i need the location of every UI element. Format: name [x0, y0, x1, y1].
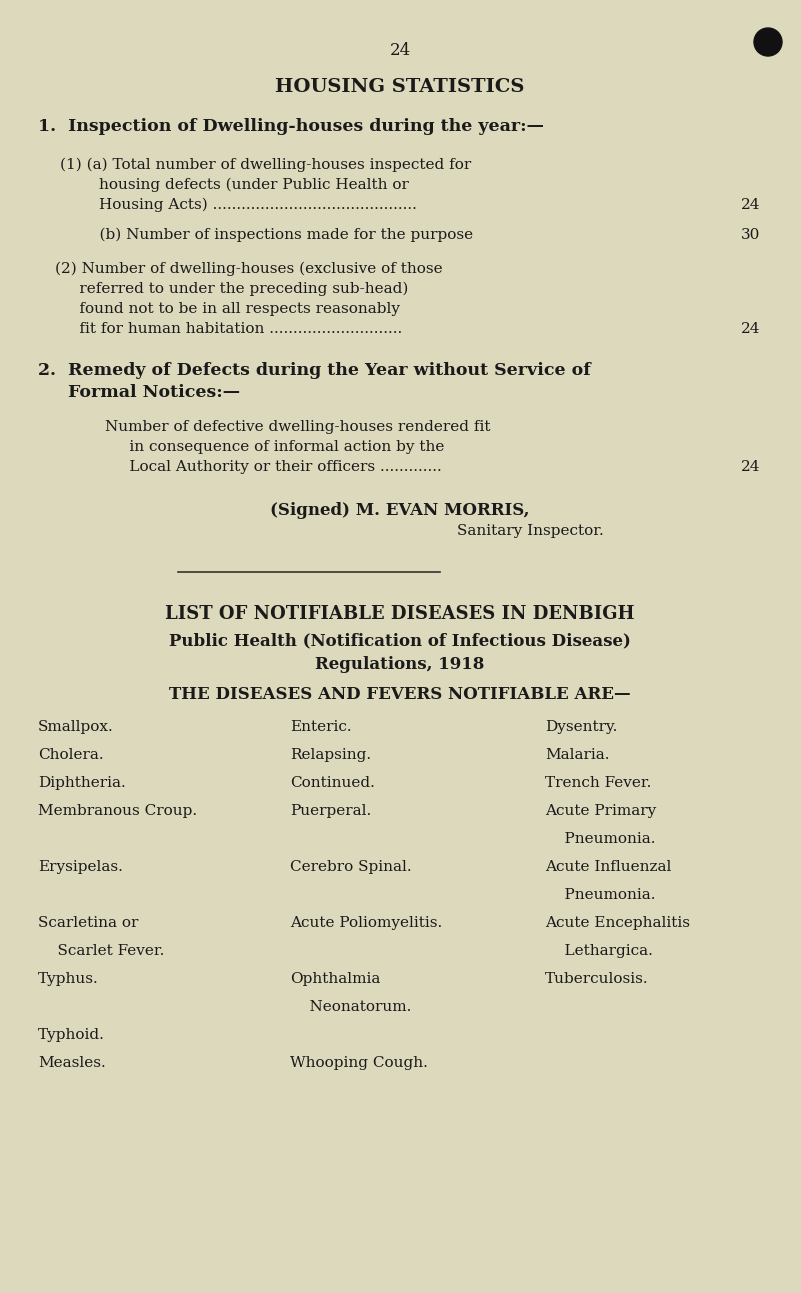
Text: Dysentry.: Dysentry. [545, 720, 618, 734]
Text: 24: 24 [389, 41, 411, 59]
Text: Housing Acts) ...........................................: Housing Acts) ..........................… [60, 198, 417, 212]
Text: Public Health (Notification of Infectious Disease): Public Health (Notification of Infectiou… [169, 632, 631, 649]
Text: Enteric.: Enteric. [290, 720, 352, 734]
Text: housing defects (under Public Health or: housing defects (under Public Health or [60, 178, 409, 193]
Text: HOUSING STATISTICS: HOUSING STATISTICS [276, 78, 525, 96]
Text: LIST OF NOTIFIABLE DISEASES IN DENBIGH: LIST OF NOTIFIABLE DISEASES IN DENBIGH [165, 605, 634, 623]
Text: 2.  Remedy of Defects during the Year without Service of: 2. Remedy of Defects during the Year wit… [38, 362, 591, 379]
Text: Scarletina or: Scarletina or [38, 915, 139, 930]
Text: Ophthalmia: Ophthalmia [290, 972, 380, 987]
Text: Neonatorum.: Neonatorum. [290, 999, 412, 1014]
Text: (b) Number of inspections made for the purpose: (b) Number of inspections made for the p… [80, 228, 473, 242]
Text: Puerperal.: Puerperal. [290, 804, 371, 818]
Text: 1.  Inspection of Dwelling-houses during the year:—: 1. Inspection of Dwelling-houses during … [38, 118, 544, 134]
Text: Typhus.: Typhus. [38, 972, 99, 987]
Text: (Signed) M. EVAN MORRIS,: (Signed) M. EVAN MORRIS, [270, 502, 529, 518]
Text: fit for human habitation ............................: fit for human habitation ...............… [55, 322, 402, 336]
Circle shape [754, 28, 782, 56]
Text: Pneumonia.: Pneumonia. [545, 888, 655, 903]
Text: Erysipelas.: Erysipelas. [38, 860, 123, 874]
Text: Local Authority or their officers .............: Local Authority or their officers ......… [105, 460, 441, 475]
Text: Tuberculosis.: Tuberculosis. [545, 972, 649, 987]
Text: Diphtheria.: Diphtheria. [38, 776, 126, 790]
Text: Continued.: Continued. [290, 776, 375, 790]
Text: Regulations, 1918: Regulations, 1918 [316, 656, 485, 672]
Text: Number of defective dwelling-houses rendered fit: Number of defective dwelling-houses rend… [105, 420, 490, 434]
Text: Measles.: Measles. [38, 1056, 106, 1071]
Text: Pneumonia.: Pneumonia. [545, 831, 655, 846]
Text: (2) Number of dwelling-houses (exclusive of those: (2) Number of dwelling-houses (exclusive… [55, 262, 443, 277]
Text: Cerebro Spinal.: Cerebro Spinal. [290, 860, 412, 874]
Text: Lethargica.: Lethargica. [545, 944, 653, 958]
Text: THE DISEASES AND FEVERS NOTIFIABLE ARE—: THE DISEASES AND FEVERS NOTIFIABLE ARE— [169, 687, 631, 703]
Text: Typhoid.: Typhoid. [38, 1028, 105, 1042]
Text: Acute Primary: Acute Primary [545, 804, 656, 818]
Text: 24: 24 [740, 460, 760, 475]
Text: 24: 24 [740, 322, 760, 336]
Text: Acute Influenzal: Acute Influenzal [545, 860, 671, 874]
Text: (1) (a) Total number of dwelling-houses inspected for: (1) (a) Total number of dwelling-houses … [60, 158, 471, 172]
Text: Smallpox.: Smallpox. [38, 720, 114, 734]
Text: 24: 24 [740, 198, 760, 212]
Text: referred to under the preceding sub-head): referred to under the preceding sub-head… [55, 282, 409, 296]
Text: Malaria.: Malaria. [545, 747, 610, 762]
Text: Acute Encephalitis: Acute Encephalitis [545, 915, 690, 930]
Text: Cholera.: Cholera. [38, 747, 103, 762]
Text: Membranous Croup.: Membranous Croup. [38, 804, 197, 818]
Text: 30: 30 [741, 228, 760, 242]
Text: Relapsing.: Relapsing. [290, 747, 371, 762]
Text: Scarlet Fever.: Scarlet Fever. [38, 944, 164, 958]
Text: in consequence of informal action by the: in consequence of informal action by the [105, 440, 445, 454]
Text: found not to be in all respects reasonably: found not to be in all respects reasonab… [55, 303, 400, 315]
Text: Formal Notices:—: Formal Notices:— [38, 384, 240, 401]
Text: Whooping Cough.: Whooping Cough. [290, 1056, 428, 1071]
Text: Acute Poliomyelitis.: Acute Poliomyelitis. [290, 915, 442, 930]
Text: Trench Fever.: Trench Fever. [545, 776, 651, 790]
Text: Sanitary Inspector.: Sanitary Inspector. [457, 524, 603, 538]
